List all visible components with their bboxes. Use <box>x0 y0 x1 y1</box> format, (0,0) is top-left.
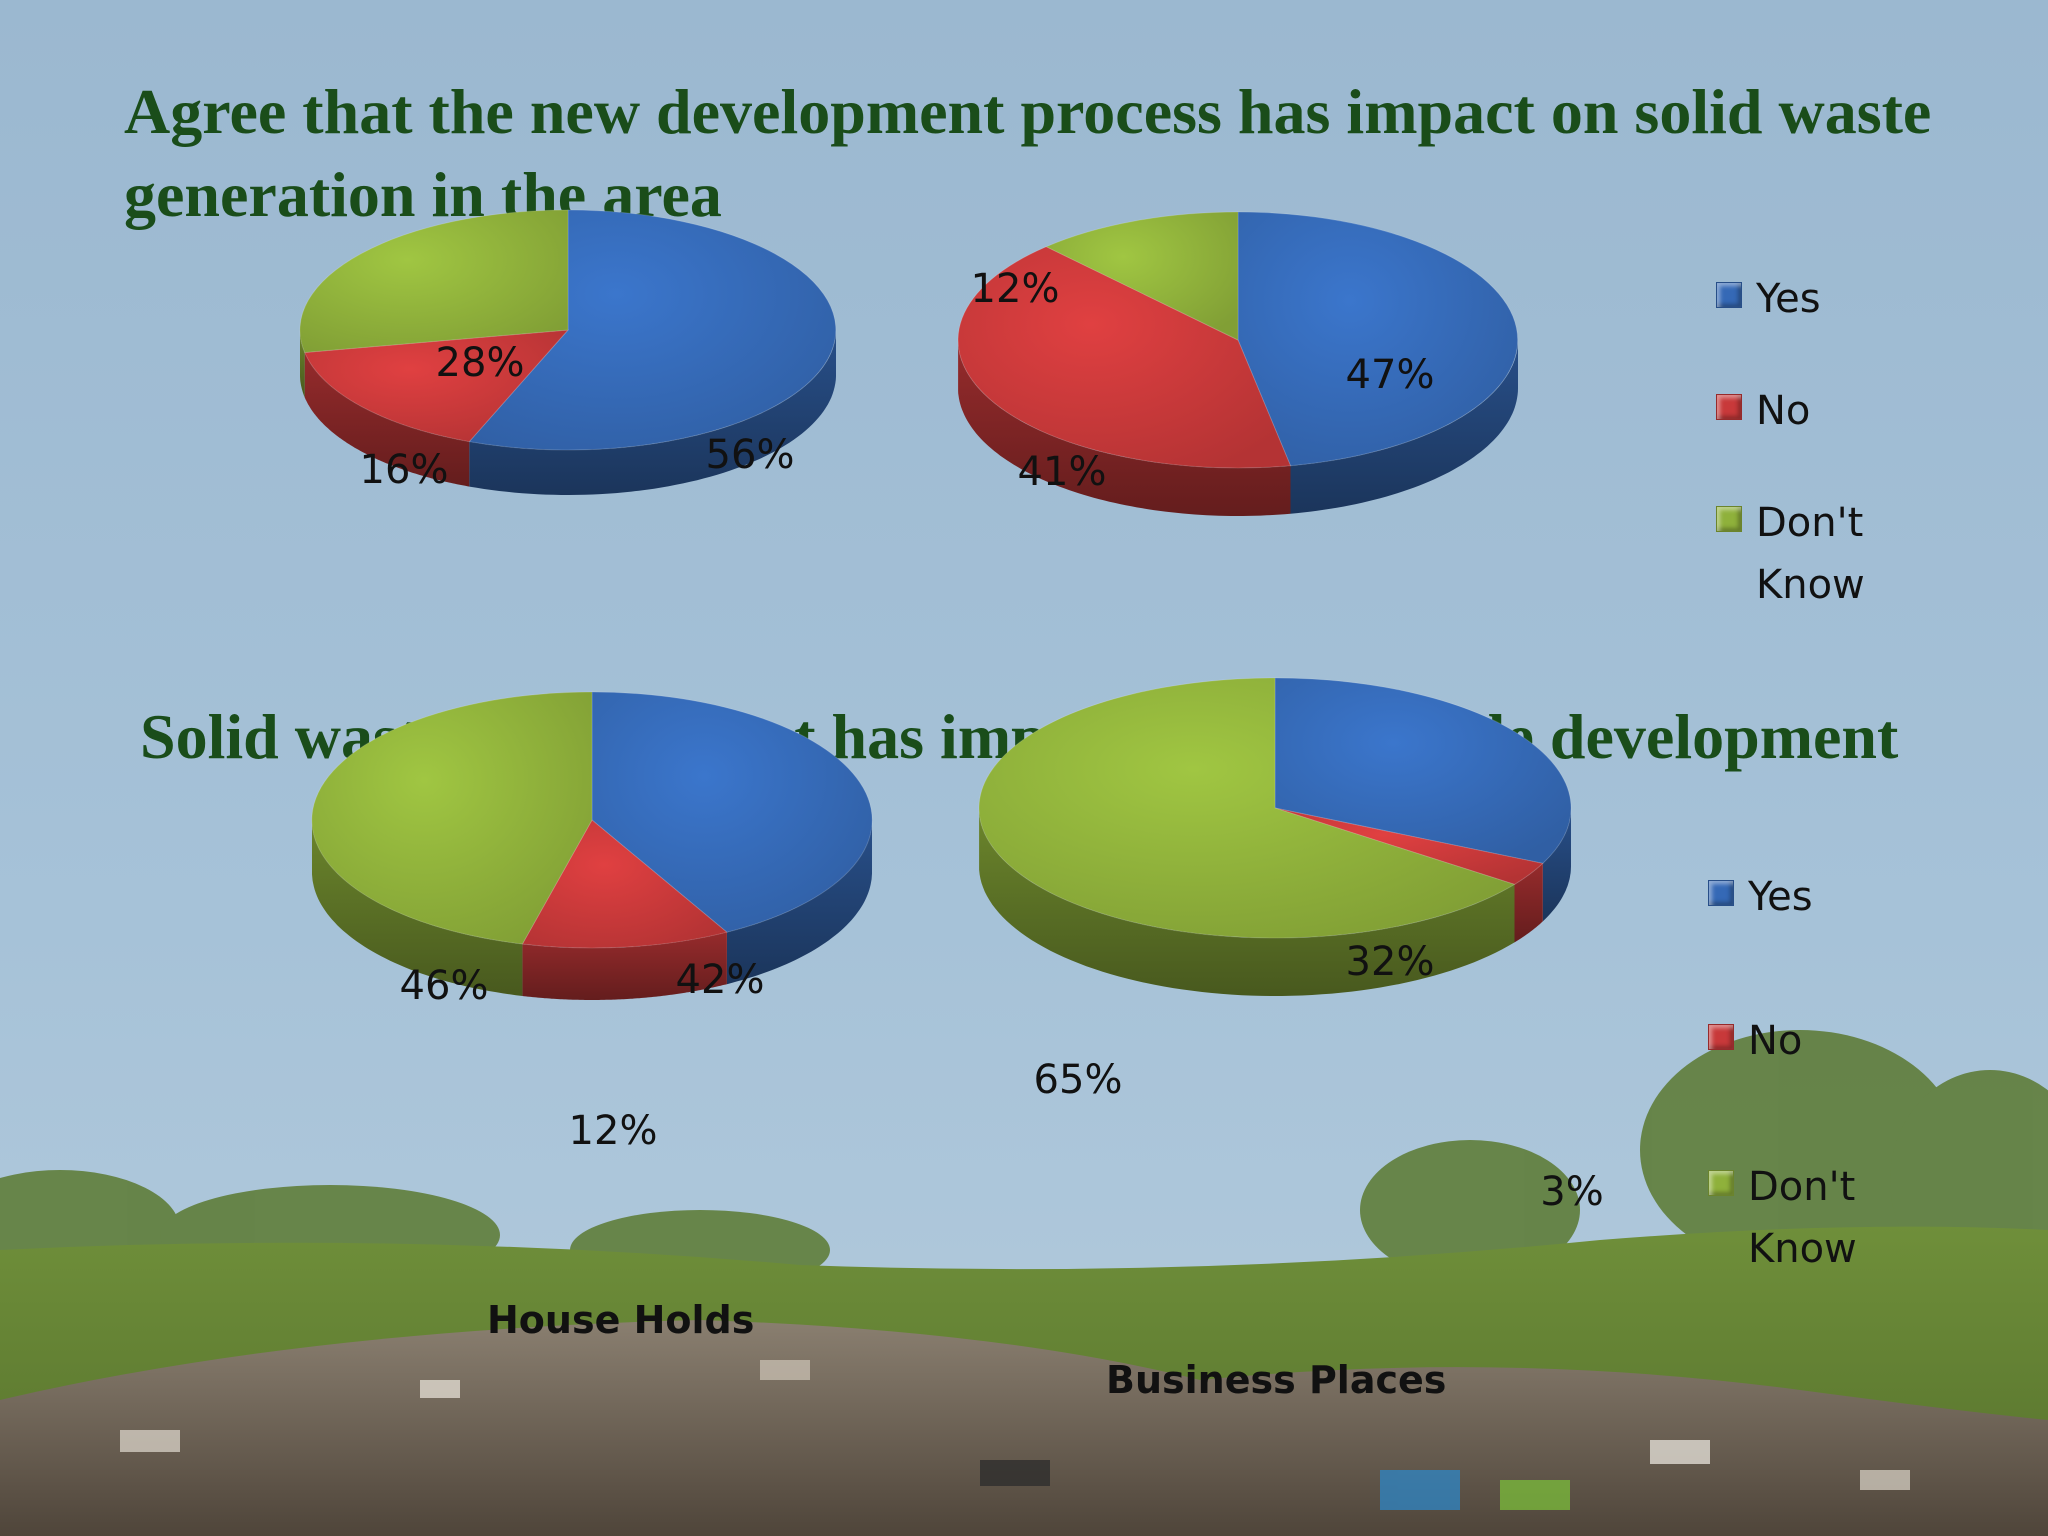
pie-slice-side <box>1514 863 1543 943</box>
data-label: 42% <box>676 957 765 1003</box>
pie-slice-no <box>1274 807 1544 885</box>
pie-chart-3: 42% 12% 46% <box>311 691 873 1154</box>
legend-swatch-no <box>1708 1024 1734 1050</box>
pie-chart-1: 56% 16% 28% <box>299 209 837 495</box>
pie-chart-4: 32% 3% 65% <box>978 677 1604 1215</box>
data-label: 16% <box>360 447 449 493</box>
data-label: 28% <box>436 340 525 386</box>
pie-slice-don-t-know <box>299 209 569 354</box>
data-label: 3% <box>1540 1169 1603 1215</box>
legend-item-yes: Yes <box>1708 866 1813 928</box>
garbage-specks <box>120 1360 1910 1510</box>
pie-slice-side <box>1290 340 1518 514</box>
legend-swatch-dont-know <box>1716 506 1742 532</box>
pie-slice-side <box>312 822 523 996</box>
legend-item-dont-know: Don't Know <box>1716 492 1886 616</box>
pie-slice-don-t-know <box>311 691 593 945</box>
legend-item-yes: Yes <box>1716 268 1821 330</box>
pie-slice-yes <box>468 209 837 451</box>
legend-label: Don't Know <box>1748 1164 1857 1272</box>
pie-slice-side <box>726 821 872 985</box>
pie-slice-side <box>979 811 1515 996</box>
legend-label: No <box>1756 388 1811 434</box>
data-label: 12% <box>569 1108 658 1154</box>
legend-swatch-no <box>1716 394 1742 420</box>
data-label: 12% <box>971 266 1060 312</box>
data-label: 41% <box>1018 449 1107 495</box>
pie-slice-side <box>300 331 305 398</box>
category-label-business-places: Business Places <box>1106 1358 1447 1402</box>
legend-item-no: No <box>1708 1010 1802 1072</box>
legend-swatch-dont-know <box>1708 1170 1734 1196</box>
data-label: 47% <box>1346 352 1435 398</box>
pie-slice-side <box>1542 808 1571 922</box>
legend-swatch-yes <box>1708 880 1734 906</box>
pie-slice-no <box>303 329 570 443</box>
category-label-house-holds: House Holds <box>487 1298 755 1342</box>
data-label: 46% <box>400 963 489 1009</box>
pie-slice-no <box>521 819 728 949</box>
pie-slice-yes <box>1274 677 1572 864</box>
pie-slice-no <box>957 246 1292 469</box>
pie-slice-don-t-know <box>978 677 1516 939</box>
legend-label: No <box>1748 1018 1803 1064</box>
pie-slice-don-t-know <box>1045 211 1239 341</box>
legend-label: Yes <box>1756 276 1821 322</box>
pie-chart-2: 47% 41% 12% <box>957 211 1519 516</box>
data-label: 56% <box>706 432 795 478</box>
pie-slice-side <box>304 352 470 487</box>
legend-label: Don't Know <box>1756 500 1865 608</box>
pie-slice-side <box>469 331 836 495</box>
legend-swatch-yes <box>1716 282 1742 308</box>
data-label: 65% <box>1034 1057 1123 1103</box>
pie-slice-side <box>958 342 1291 516</box>
legend-label: Yes <box>1748 874 1813 920</box>
legend-item-no: No <box>1716 380 1810 442</box>
legend-item-dont-know: Don't Know <box>1708 1156 1878 1280</box>
data-label: 32% <box>1346 939 1435 985</box>
pie-slice-yes <box>591 691 873 933</box>
pie-slice-side <box>522 932 727 1000</box>
pie-slice-yes <box>1237 211 1519 467</box>
